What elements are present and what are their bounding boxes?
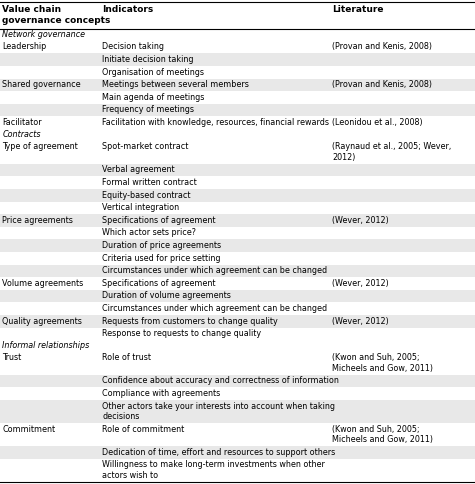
- Text: Indicators: Indicators: [102, 5, 153, 14]
- Bar: [0, 214, 475, 227]
- Text: Dedication of time, effort and resources to support others: Dedication of time, effort and resources…: [102, 448, 335, 457]
- Text: (Kwon and Suh, 2005;
Micheels and Gow, 2011): (Kwon and Suh, 2005; Micheels and Gow, 2…: [332, 353, 434, 373]
- Text: Organisation of meetings: Organisation of meetings: [102, 68, 204, 76]
- Text: Requests from customers to change quality: Requests from customers to change qualit…: [102, 317, 278, 326]
- Text: (Wever, 2012): (Wever, 2012): [332, 216, 389, 225]
- Text: (Wever, 2012): (Wever, 2012): [332, 279, 389, 288]
- Text: Response to requests to change quality: Response to requests to change quality: [102, 329, 261, 338]
- Text: Network governance: Network governance: [2, 30, 86, 39]
- Text: Type of agreement: Type of agreement: [2, 142, 78, 151]
- Text: Equity-based contract: Equity-based contract: [102, 191, 190, 199]
- Text: Value chain
governance concepts: Value chain governance concepts: [2, 5, 111, 25]
- Text: Which actor sets price?: Which actor sets price?: [102, 228, 196, 237]
- Text: Informal relationships: Informal relationships: [2, 341, 90, 350]
- Text: Criteria used for price setting: Criteria used for price setting: [102, 254, 220, 262]
- Text: Meetings between several members: Meetings between several members: [102, 80, 249, 89]
- Text: Willingness to make long-term investments when other
actors wish to: Willingness to make long-term investment…: [102, 460, 325, 480]
- Text: Specifications of agreement: Specifications of agreement: [102, 216, 216, 225]
- Text: Contracts: Contracts: [2, 130, 41, 139]
- Text: Leadership: Leadership: [2, 43, 47, 51]
- Text: (Provan and Kenis, 2008): (Provan and Kenis, 2008): [332, 80, 433, 89]
- Text: Confidence about accuracy and correctness of information: Confidence about accuracy and correctnes…: [102, 377, 339, 385]
- Bar: [0, 315, 475, 328]
- Text: Literature: Literature: [332, 5, 384, 14]
- Text: Shared governance: Shared governance: [2, 80, 81, 89]
- Bar: [0, 240, 475, 252]
- Text: (Wever, 2012): (Wever, 2012): [332, 317, 389, 326]
- Text: Initiate decision taking: Initiate decision taking: [102, 55, 194, 64]
- Text: Facilitator: Facilitator: [2, 118, 42, 127]
- Text: Duration of price agreements: Duration of price agreements: [102, 241, 221, 250]
- Text: (Kwon and Suh, 2005;
Micheels and Gow, 2011): (Kwon and Suh, 2005; Micheels and Gow, 2…: [332, 425, 434, 444]
- Text: Quality agreements: Quality agreements: [2, 317, 82, 326]
- Bar: [0, 290, 475, 302]
- Text: Volume agreements: Volume agreements: [2, 279, 84, 288]
- Bar: [0, 104, 475, 117]
- Text: Role of trust: Role of trust: [102, 353, 151, 363]
- Text: Commitment: Commitment: [2, 425, 56, 434]
- Bar: [0, 400, 475, 423]
- Text: Verbal agreement: Verbal agreement: [102, 166, 175, 174]
- Text: Vertical integration: Vertical integration: [102, 203, 179, 212]
- Text: Formal written contract: Formal written contract: [102, 178, 197, 187]
- Text: Compliance with agreements: Compliance with agreements: [102, 389, 220, 398]
- Bar: [0, 189, 475, 201]
- Text: Frequency of meetings: Frequency of meetings: [102, 106, 194, 114]
- Bar: [0, 446, 475, 459]
- Text: Facilitation with knowledge, resources, financial rewards: Facilitation with knowledge, resources, …: [102, 118, 329, 127]
- Text: Other actors take your interests into account when taking
decisions: Other actors take your interests into ac…: [102, 402, 335, 421]
- Text: (Leonidou et al., 2008): (Leonidou et al., 2008): [332, 118, 423, 127]
- Text: (Raynaud et al., 2005; Wever,
2012): (Raynaud et al., 2005; Wever, 2012): [332, 142, 452, 162]
- Text: Duration of volume agreements: Duration of volume agreements: [102, 291, 231, 301]
- Text: Specifications of agreement: Specifications of agreement: [102, 279, 216, 288]
- Bar: [0, 79, 475, 91]
- Text: Decision taking: Decision taking: [102, 43, 164, 51]
- Text: Spot-market contract: Spot-market contract: [102, 142, 189, 151]
- Bar: [0, 53, 475, 66]
- Bar: [0, 265, 475, 277]
- Bar: [0, 164, 475, 176]
- Text: Trust: Trust: [2, 353, 22, 363]
- Bar: [0, 375, 475, 388]
- Text: Price agreements: Price agreements: [2, 216, 73, 225]
- Text: Circumstances under which agreement can be changed: Circumstances under which agreement can …: [102, 266, 327, 275]
- Text: (Provan and Kenis, 2008): (Provan and Kenis, 2008): [332, 43, 433, 51]
- Text: Main agenda of meetings: Main agenda of meetings: [102, 93, 205, 102]
- Text: Circumstances under which agreement can be changed: Circumstances under which agreement can …: [102, 304, 327, 313]
- Text: Role of commitment: Role of commitment: [102, 425, 184, 434]
